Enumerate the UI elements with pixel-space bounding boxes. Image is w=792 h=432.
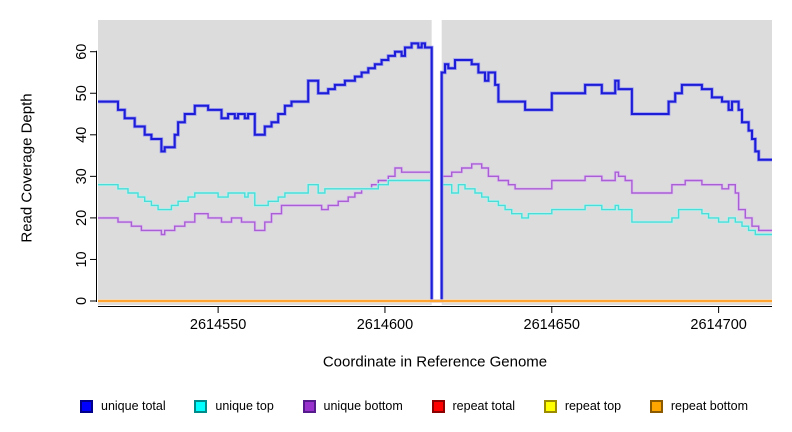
legend-label: unique total	[101, 399, 166, 413]
y-tick-label: 40	[74, 127, 90, 143]
coverage-gap-band	[431, 15, 442, 305]
series-unique-bottom	[98, 163, 772, 302]
legend-item-repeat-top: repeat top	[543, 399, 622, 413]
unique-total-swatch-icon	[80, 399, 93, 413]
unique-top-swatch-icon	[194, 399, 208, 413]
legend-item-repeat-bottom: repeat bottom	[649, 399, 748, 413]
x-tick-label: 2614650	[524, 317, 580, 333]
legend-label: repeat total	[452, 399, 516, 413]
repeat-top-swatch-icon	[543, 399, 557, 413]
legend-label: repeat top	[564, 399, 622, 413]
x-tick-label: 2614550	[190, 317, 246, 333]
coverage-plot: 2614550 2614600 2614650 2614700 0 10 20 30 40 50 6…	[74, 15, 772, 333]
y-tick-label: 10	[74, 251, 90, 267]
repeat-bottom-swatch-icon	[649, 399, 663, 413]
x-tick-label: 2614600	[357, 317, 413, 333]
legend-item-unique-total: unique total	[80, 399, 166, 413]
y-tick-label: 60	[74, 44, 90, 60]
x-tick-label: 2614700	[690, 317, 746, 333]
series-unique-total	[98, 42, 772, 302]
repeat-total-swatch-icon	[431, 399, 445, 413]
unique-bottom-swatch-icon	[302, 399, 316, 413]
legend-item-unique-bottom: unique bottom	[302, 399, 403, 413]
y-tick-label: 0	[74, 297, 90, 305]
legend: unique total unique top unique bottom re…	[80, 399, 748, 413]
legend-item-repeat-total: repeat total	[431, 399, 516, 413]
y-tick-label: 30	[74, 168, 90, 184]
y-tick-label: 50	[74, 85, 90, 101]
y-tick-label: 20	[74, 210, 90, 226]
legend-label: repeat bottom	[670, 399, 748, 413]
y-axis-title: Read Coverage Depth	[18, 93, 36, 243]
legend-item-unique-top: unique top	[194, 399, 274, 413]
x-axis-title: Coordinate in Reference Genome	[322, 353, 548, 371]
legend-label: unique bottom	[323, 399, 403, 413]
series-unique-top	[98, 179, 772, 302]
legend-label: unique top	[215, 399, 274, 413]
